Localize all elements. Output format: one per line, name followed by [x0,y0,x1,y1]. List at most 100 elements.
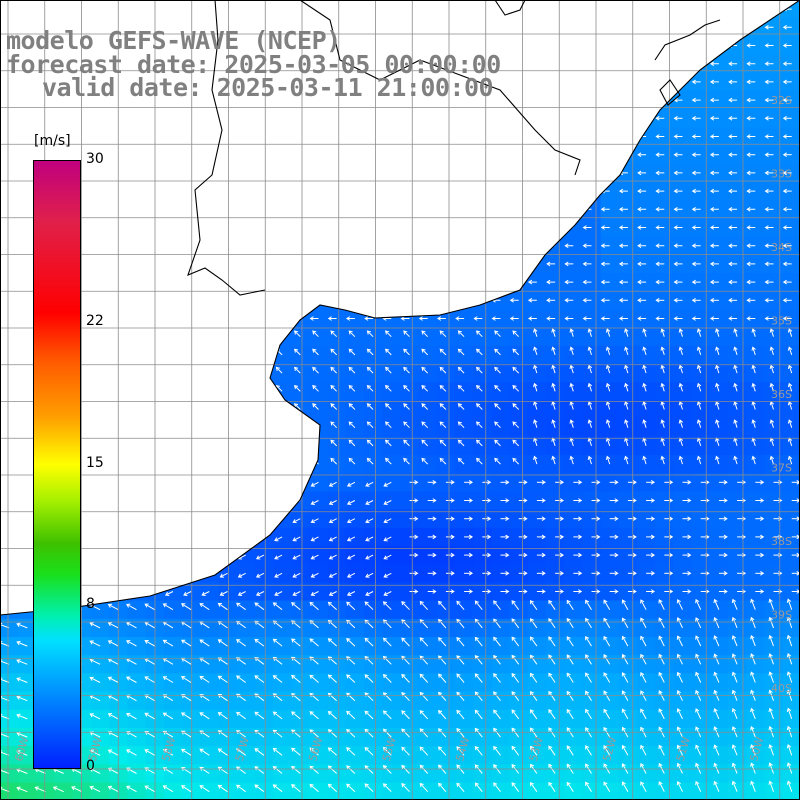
wind-arrow [367,348,374,356]
wind-arrow-head [16,622,21,627]
wind-arrow-head [494,330,499,335]
speed-cell [582,236,602,256]
wind-arrow [734,419,738,428]
speed-cell [582,382,602,401]
speed-cell [782,655,800,674]
wind-arrow-head [632,552,637,558]
wind-arrow-head [312,366,317,371]
speed-cell [91,709,110,729]
speed-cell [236,637,256,656]
speed-cell [600,309,620,329]
wind-arrow-head [673,116,678,121]
wind-arrow-head [365,555,370,560]
wind-arrow-head [457,403,462,408]
wind-arrow-head [421,366,426,371]
speed-cell [691,400,711,420]
speed-cell [200,709,219,729]
wind-arrow [439,367,447,374]
wind-arrow [220,572,228,578]
speed-cell [600,236,620,256]
wind-arrow-head [673,188,678,194]
wind-arrow-head [713,598,718,604]
speed-cell [527,291,547,310]
wind-arrow [439,421,447,429]
wind-arrow-head [236,620,241,625]
speed-cell [673,218,693,238]
wind-arrow-head [89,622,94,627]
wind-arrow-head [728,261,733,267]
wind-arrow-head [632,589,637,594]
wind-arrow [421,330,429,338]
wind-arrow-head [624,346,629,351]
speed-cell [728,436,747,456]
wind-arrow [201,591,210,596]
speed-cell [309,546,329,565]
wind-arrow [365,572,374,578]
wind-arrow-head [618,225,624,230]
speed-cell [527,655,547,674]
speed-cell [291,509,310,529]
wind-arrow-head [673,134,678,139]
speed-cell [200,691,219,711]
wind-arrow [494,439,501,447]
wind-arrow [256,554,265,560]
speed-cell [746,182,765,201]
speed-cell [782,546,800,565]
speed-cell [691,746,711,765]
speed-cell [473,618,492,638]
speed-cell [491,709,511,729]
wind-arrow [312,385,319,392]
wind-arrow-head [505,571,510,576]
wind-arrow-head [527,316,533,321]
wind-arrow [330,458,338,465]
wind-arrow-head [691,152,696,157]
wind-arrow-head [272,620,277,625]
speed-cell [728,182,747,201]
wind-arrow [697,328,702,337]
wind-arrow [533,419,538,428]
wind-arrow-head [330,348,335,353]
wind-arrow [624,419,629,428]
wind-arrow-head [533,346,538,351]
speed-cell [291,655,310,674]
wind-arrow [383,536,392,541]
wind-arrow-head [493,618,498,623]
wind-arrow-head [493,600,498,605]
wind-arrow-head [578,498,583,503]
wind-arrow-head [274,573,279,578]
wind-arrow-head [475,421,481,426]
speed-cell [728,236,747,256]
speed-cell [382,527,401,547]
wind-arrow-head [691,116,696,121]
speed-cell [655,327,674,347]
wind-arrow [144,603,155,611]
wind-arrow-head [274,555,279,560]
speed-cell [746,163,765,183]
speed-cell [546,254,565,274]
speed-cell [18,782,37,800]
wind-arrow-head [403,366,408,371]
wind-arrow [494,385,501,392]
speed-cell [673,145,693,165]
speed-cell [655,764,674,784]
wind-arrow-head [382,601,388,606]
wind-arrow [476,367,483,374]
speed-cell [637,618,656,638]
wind-arrow-head [618,261,624,267]
wind-arrow-head [366,330,371,335]
speed-cell [655,436,674,456]
wind-arrow [493,600,501,611]
speed-cell [673,200,693,219]
wind-arrow-head [578,516,583,521]
wind-arrow [643,328,647,337]
wind-arrow-head [419,600,424,606]
speed-cell [564,637,583,656]
speed-cell [746,746,765,765]
wind-arrow-head [505,498,510,503]
wind-arrow-head [582,243,587,248]
speed-cell [782,673,800,693]
speed-cell [509,291,529,310]
speed-cell [709,637,729,656]
speed-cell [473,309,492,329]
